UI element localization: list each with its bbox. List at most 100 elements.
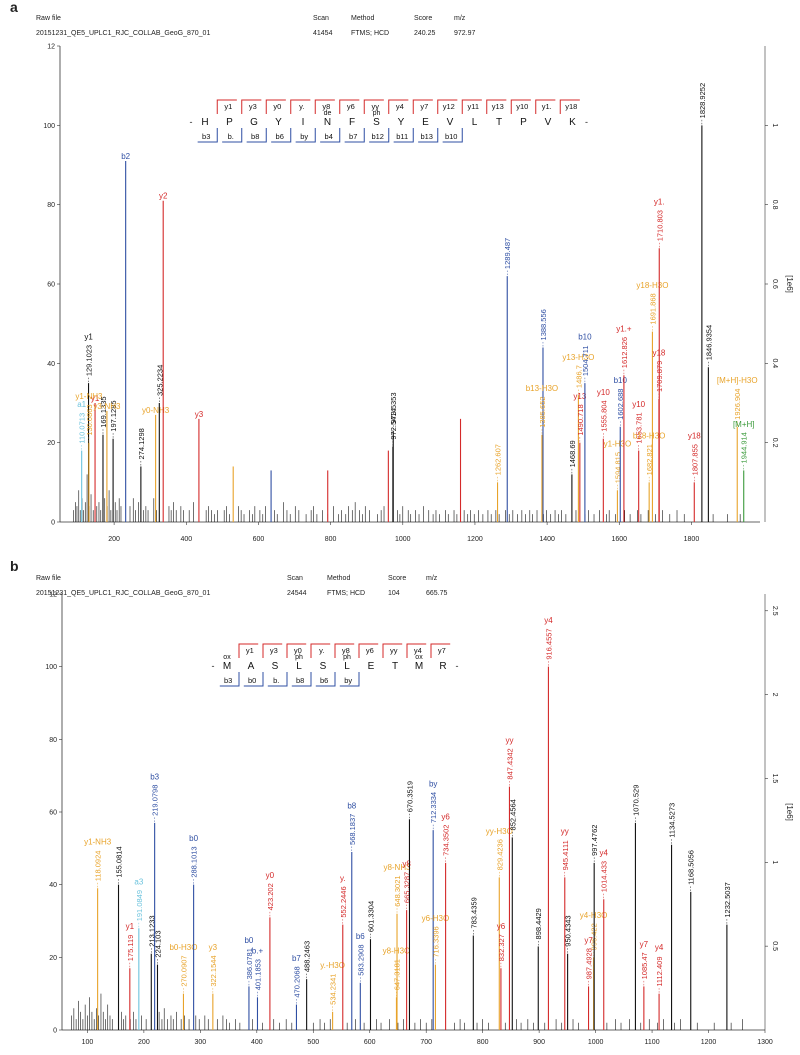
residue-modification: ox — [415, 654, 423, 661]
peak-label: 916.4557 — [544, 628, 553, 659]
peak-label: 987.4928 — [585, 948, 594, 979]
y-tick-label: 0 — [53, 1028, 57, 1035]
peak-label: 665.3287 — [403, 872, 412, 903]
peak-label: 1926.904 — [733, 389, 742, 420]
y-ion-bracket — [363, 99, 384, 114]
x-tick-label: 1200 — [701, 1039, 717, 1046]
peak-label: 1504.711 — [581, 345, 590, 376]
right-tick-label: 1 — [771, 860, 778, 864]
peak-label: 534.2341 — [329, 974, 338, 1005]
sequence-residue: P — [226, 117, 233, 128]
panel-b-score-label: Score — [388, 575, 406, 582]
peak-label: 898.4429 — [534, 908, 543, 939]
peak-label: 1070.529 — [631, 785, 640, 816]
y-ion-bracket — [412, 99, 433, 114]
ion-label: a3 — [134, 878, 143, 887]
peak-label: 110.0713 — [78, 413, 87, 444]
sequence-residue: L — [296, 661, 302, 672]
right-tick-label: 0.2 — [771, 438, 778, 448]
ion-label: y1-NH3 — [84, 838, 112, 847]
peak-label: 1710.803 — [655, 210, 664, 241]
ion-label: y1 — [91, 394, 100, 403]
b-ion-label: b6 — [320, 676, 328, 685]
panel-b-scan-value: 24544 — [287, 590, 307, 597]
x-tick-label: 1800 — [684, 536, 700, 543]
b-ion-label: b6 — [276, 132, 284, 141]
right-tick-label: 2.5 — [771, 606, 778, 616]
peak-label: 601.3304 — [366, 901, 375, 932]
peak-label: 175.119 — [126, 935, 135, 962]
panel-b-method-label: Method — [327, 575, 350, 582]
peak-label: 670.3519 — [405, 781, 414, 812]
y-ion-bracket — [310, 643, 331, 658]
y-ion-label: y1. — [542, 102, 552, 111]
y-ion-bracket — [286, 643, 307, 658]
sequence-residue: T — [392, 661, 398, 672]
ion-label: y6-H3O — [422, 914, 450, 923]
ion-label: y0-NH3 — [142, 406, 170, 415]
peak-label: 488.2463 — [303, 941, 312, 972]
peak-label: 325.2234 — [155, 365, 164, 396]
y-tick-label: 40 — [49, 882, 57, 889]
x-tick-label: 200 — [138, 1039, 150, 1046]
ion-label: y1-NH3 — [75, 392, 103, 401]
residue-modification: ph — [373, 110, 381, 117]
peak-label: 322.1544 — [209, 955, 218, 986]
ion-label: b8 — [347, 801, 356, 810]
b-ion-bracket — [291, 672, 312, 687]
ion-label: y. — [340, 874, 346, 883]
peak-label: 470.2068 — [292, 966, 301, 997]
b-ion-label: b7 — [349, 132, 357, 141]
y-ion-label: y8 — [322, 102, 330, 111]
y-ion-label: y7 — [438, 646, 446, 655]
b-ion-label: b3 — [202, 132, 210, 141]
residue-modification: ph — [295, 654, 303, 661]
peak-label: 270.0907 — [179, 955, 188, 986]
peak-label: 1594.815 — [613, 452, 622, 483]
y-ion-label: y10 — [516, 102, 528, 111]
b-ion-label: b12 — [371, 132, 384, 141]
sequence-residue: M — [415, 661, 423, 672]
sequence-residue: Y — [398, 117, 405, 128]
b-ion-label: by — [300, 132, 308, 141]
sequence-residue: L — [472, 117, 478, 128]
ion-label: y1-H3O — [604, 440, 632, 449]
sequence-annotation: - -H P G Y I N F S Y E V L T P V Kde phy18y1.y10y13y11y12… — [190, 99, 588, 143]
peak-label: 1555.804 — [599, 400, 608, 431]
y-ion-bracket — [388, 99, 409, 114]
y-ion-bracket — [382, 643, 403, 658]
b-ion-bracket — [418, 128, 439, 143]
y-ion-label: y1 — [246, 646, 254, 655]
y-tick-label: 40 — [47, 361, 55, 368]
peak-label: 155.0814 — [115, 846, 124, 877]
sequence-residue: S — [272, 661, 279, 672]
ion-label: y4 — [544, 616, 553, 625]
x-tick-label: 1200 — [467, 536, 483, 543]
b-ion-label: b8 — [296, 676, 304, 685]
peak-label: 734.3502 — [442, 825, 451, 856]
panel-a-scan-value: 41454 — [313, 30, 333, 37]
b-ion-label: b11 — [396, 132, 408, 141]
sequence-residue: M — [223, 661, 231, 672]
x-tick-label: 900 — [533, 1039, 545, 1046]
sequence-residue: F — [349, 117, 355, 128]
y-ion-label: y4 — [414, 646, 422, 655]
b-ion-bracket — [295, 128, 316, 143]
ion-label: y3-NH3 — [93, 402, 121, 411]
y-ion-bracket — [358, 643, 379, 658]
ion-label: b3 — [150, 772, 159, 781]
b-ion-bracket — [222, 128, 243, 143]
right-tick-label: 0.4 — [771, 358, 778, 368]
peak-label: 583.2908 — [356, 944, 365, 975]
ion-label: y10 — [632, 400, 645, 409]
sequence-residue: K — [569, 117, 576, 128]
sequence-residue: H — [201, 117, 208, 128]
x-tick-label: 400 — [180, 536, 192, 543]
peak-label: 224.103 — [153, 930, 162, 957]
panel-a-mz-label: m/z — [454, 15, 466, 22]
right-tick-label: 1.5 — [771, 774, 778, 784]
peak-label: 130.0863 — [85, 404, 94, 435]
panel-b-label: b — [10, 558, 19, 574]
peak-label: 712.3334 — [429, 792, 438, 823]
y-ion-label: y. — [299, 102, 304, 111]
